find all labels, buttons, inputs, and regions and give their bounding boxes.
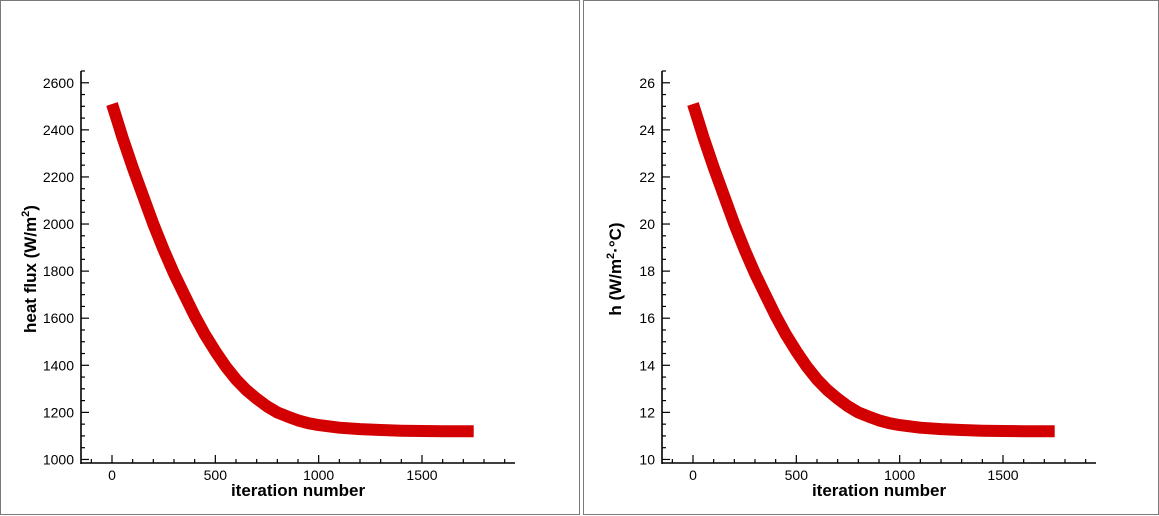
y-tick-label: 2000 [43,216,74,232]
x-tick-label: 0 [689,467,697,483]
h-coefficient-chart: 10 12 14 16 18 20 22 24 26 0 500 1000 1500 iteration… [605,70,1096,500]
y-axis-title-main: heat flux (W/m [21,217,40,333]
x-tick-label: 1500 [987,467,1018,483]
chart-panel-heat-flux: 1000 1200 1400 1600 1800 2000 2200 2400 2600 0 500… [0,0,580,515]
y-axis-title: h (W/m2·°C) [605,222,625,315]
x-tick-label: 500 [204,467,228,483]
y-axis-title-tail: ) [21,205,40,211]
y-tick-label: 2200 [43,169,74,185]
y-tick-label: 10 [639,451,655,467]
series-line-0 [106,102,474,438]
x-tick-label: 1000 [303,467,334,483]
y-tick-label: 2600 [43,75,74,91]
y-tick-label: 26 [639,75,655,91]
y-axis-title-superscript: 2 [605,253,617,259]
y-axis-title-main: h (W/m [606,259,625,316]
y-tick-label: 16 [639,310,655,326]
series-line-0 [687,102,1055,438]
y-tick-label: 1400 [43,357,74,373]
y-tick-label: 1600 [43,310,74,326]
x-axis-title: iteration number [812,481,947,500]
x-axis-title: iteration number [231,481,366,500]
y-tick-label: 20 [639,216,655,232]
x-tick-label: 1500 [406,467,437,483]
y-tick-label: 14 [639,357,655,373]
y-tick-label: 1000 [43,451,74,467]
y-axis-title-tail: ·°C) [606,222,625,252]
y-tick-label: 24 [639,122,655,138]
x-tick-label: 0 [108,467,116,483]
y-tick-label: 2400 [43,122,74,138]
heat-flux-chart: 1000 1200 1400 1600 1800 2000 2200 2400 2600 0 500… [20,70,515,500]
y-tick-label: 1200 [43,404,74,420]
x-tick-label: 1000 [884,467,915,483]
y-axis-title: heat flux (W/m2) [20,205,40,333]
y-axis-title-superscript: 2 [20,211,32,217]
y-tick-label: 1800 [43,263,74,279]
chart-panel-h: 10 12 14 16 18 20 22 24 26 0 500 1000 1500 iteration… [583,0,1159,515]
y-tick-label: 12 [639,404,655,420]
y-tick-label: 22 [639,169,655,185]
y-tick-label: 18 [639,263,655,279]
x-tick-label: 500 [785,467,809,483]
